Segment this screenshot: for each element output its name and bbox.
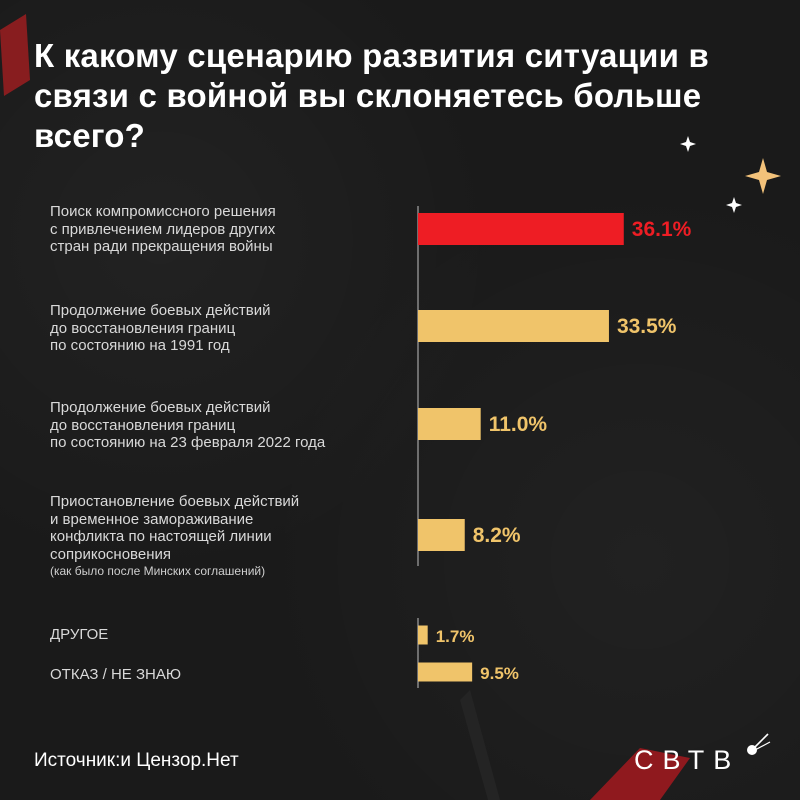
category-label-line: до восстановления границ bbox=[50, 416, 236, 434]
category-label-line: Приостановление боевых действий bbox=[50, 493, 300, 510]
value-label-1: 33.5% bbox=[617, 315, 677, 338]
category-label-5: ОТКАЗ / НЕ ЗНАЮ bbox=[50, 666, 410, 684]
value-label-2: 11.0% bbox=[489, 413, 548, 436]
category-label-0: Поиск компромиссного решения с привлечени… bbox=[50, 203, 410, 256]
bar-2 bbox=[418, 408, 481, 440]
bar-4 bbox=[418, 625, 428, 645]
category-label-1: Продолжение боевых действий до восстановл… bbox=[50, 302, 410, 355]
category-label-line: по состоянию на 1991 год bbox=[50, 337, 230, 354]
category-label-line: и временное замораживание bbox=[50, 510, 254, 528]
value-label-3: 8.2% bbox=[473, 524, 521, 547]
category-label-line: соприкосновения bbox=[50, 545, 171, 563]
value-label-4: 1.7% bbox=[436, 627, 475, 646]
category-note: (как было после Минских соглашений) bbox=[50, 564, 266, 578]
bar-5 bbox=[418, 662, 473, 682]
category-label-line: стран ради прекращения войны bbox=[50, 238, 273, 255]
bar-0 bbox=[418, 213, 624, 245]
page-title: К какому сценарию развития ситуации в св… bbox=[34, 37, 709, 154]
category-label-line: с привлечением лидеров других bbox=[50, 220, 276, 238]
value-label-5: 9.5% bbox=[480, 664, 519, 683]
value-label-0: 36.1% bbox=[632, 218, 692, 241]
category-label-line: ОТКАЗ / НЕ ЗНАЮ bbox=[50, 666, 182, 683]
bar-3 bbox=[418, 519, 465, 551]
category-label-line: конфликта по настоящей линии bbox=[50, 528, 272, 545]
bar-1 bbox=[418, 310, 609, 342]
category-label-line: Поиск компромиссного решения bbox=[50, 203, 276, 220]
category-label-line: до восстановления границ bbox=[50, 319, 236, 337]
category-label-3: Приостановление боевых действий и временн… bbox=[50, 493, 410, 579]
source-text: Источник:и Цензор.Нет bbox=[34, 750, 239, 771]
category-label-line: Продолжение боевых действий bbox=[50, 399, 271, 416]
category-label-line: Продолжение боевых действий bbox=[50, 302, 271, 319]
category-label-line: по состоянию на 23 февраля 2022 года bbox=[50, 434, 326, 451]
category-label-line: ДРУГОЕ bbox=[50, 626, 109, 643]
category-label-4: ДРУГОЕ bbox=[50, 626, 410, 644]
brand-logo: СВТВ bbox=[634, 745, 741, 775]
category-label-2: Продолжение боевых действий до восстановл… bbox=[50, 399, 410, 452]
